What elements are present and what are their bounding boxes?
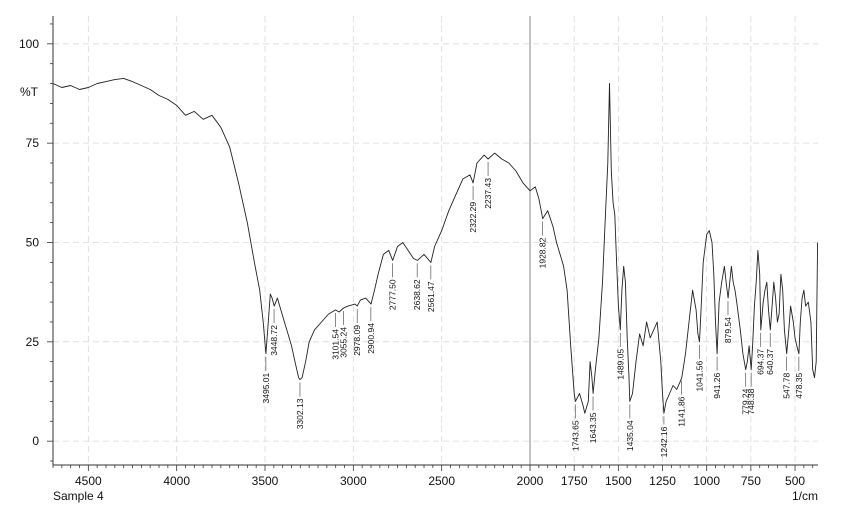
y-tick-label: 100 bbox=[19, 37, 39, 51]
x-tick-label: 4000 bbox=[163, 474, 190, 488]
y-axis-label: %T bbox=[20, 85, 39, 99]
x-tick-label: 500 bbox=[785, 474, 805, 488]
peak-label: 879.54 bbox=[723, 317, 733, 343]
peak-label: 2322.29 bbox=[468, 202, 478, 233]
x-tick-label: 2000 bbox=[517, 474, 544, 488]
x-tick-label: 750 bbox=[741, 474, 761, 488]
peak-label: 2777.50 bbox=[388, 279, 398, 310]
series bbox=[52, 77, 819, 414]
peak-label: 2900.94 bbox=[366, 323, 376, 354]
peak-label: 2638.62 bbox=[412, 279, 422, 310]
x-tick-label: 3000 bbox=[340, 474, 367, 488]
x-tick-label: 1750 bbox=[561, 474, 588, 488]
peak-label: 2237.43 bbox=[483, 178, 493, 209]
x-tick-label: 1000 bbox=[693, 474, 720, 488]
peak-label: 478.35 bbox=[794, 372, 804, 398]
peak-label: 547.78 bbox=[782, 372, 792, 398]
x-tick-label: 1250 bbox=[649, 474, 676, 488]
sample-label: Sample 4 bbox=[53, 489, 104, 503]
peak-label: 748.38 bbox=[746, 388, 756, 414]
peak-label: 1041.56 bbox=[694, 361, 704, 392]
y-tick-label: 75 bbox=[26, 136, 40, 150]
x-tick-label: 2500 bbox=[428, 474, 455, 488]
peak-label: 1928.82 bbox=[538, 237, 548, 268]
x-tick-label: 3500 bbox=[252, 474, 279, 488]
peak-label: 1643.35 bbox=[588, 412, 598, 443]
peak-label: 1242.16 bbox=[659, 426, 669, 457]
peak-label: 3101.54 bbox=[330, 329, 340, 360]
peak-label: 1743.65 bbox=[570, 420, 580, 451]
peak-label: 1141.86 bbox=[677, 396, 687, 426]
peak-label: 2978.09 bbox=[352, 325, 362, 356]
peak-label: 1489.05 bbox=[615, 349, 625, 380]
peak-label: 941.26 bbox=[712, 372, 722, 398]
y-tick-label: 25 bbox=[26, 335, 40, 349]
y-tick-label: 0 bbox=[32, 434, 39, 448]
grid bbox=[53, 16, 818, 465]
x-axis-label: 1/cm bbox=[792, 489, 818, 503]
peak-label: 694.37 bbox=[756, 349, 766, 375]
peak-label: 3495.01 bbox=[261, 372, 271, 403]
peak-label: 3302.13 bbox=[295, 398, 305, 429]
axes: 4500 4000 3500 3000 2500 2000 1750 1500 1250 1000… bbox=[19, 16, 818, 488]
transmittance-line bbox=[52, 77, 819, 414]
y-tick-label: 50 bbox=[26, 235, 40, 249]
x-tick-label: 4500 bbox=[75, 474, 102, 488]
peak-label: 3055.24 bbox=[339, 327, 349, 358]
peak-label: 640.37 bbox=[765, 349, 775, 375]
peak-label: 3448.72 bbox=[269, 325, 279, 356]
x-tick-label: 1500 bbox=[605, 474, 632, 488]
peak-label: 779.24 bbox=[741, 388, 751, 414]
peak-label: 1435.04 bbox=[625, 420, 635, 451]
peak-label: 2561.47 bbox=[426, 281, 436, 312]
